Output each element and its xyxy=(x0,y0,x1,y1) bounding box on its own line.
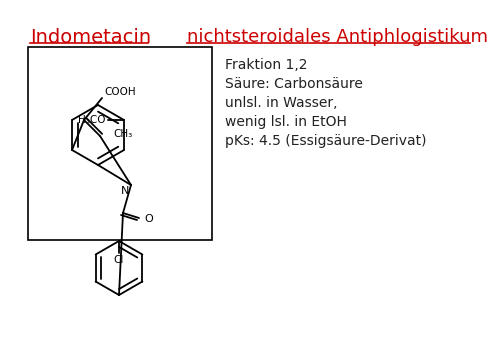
Text: nichtsteroidales Antiphlogistikum: nichtsteroidales Antiphlogistikum xyxy=(187,28,488,46)
Bar xyxy=(28,47,212,240)
Text: pKs: 4.5 (Essigsäure-Derivat): pKs: 4.5 (Essigsäure-Derivat) xyxy=(225,134,426,148)
Text: Fraktion 1,2: Fraktion 1,2 xyxy=(225,58,308,72)
Text: H₃CO: H₃CO xyxy=(78,115,106,125)
Text: O: O xyxy=(144,214,153,224)
Text: Indometacin: Indometacin xyxy=(30,28,151,47)
Text: Cl: Cl xyxy=(114,255,124,265)
Text: Säure: Carbonsäure: Säure: Carbonsäure xyxy=(225,77,363,91)
Text: wenig lsl. in EtOH: wenig lsl. in EtOH xyxy=(225,115,347,129)
Text: COOH: COOH xyxy=(104,87,136,97)
Text: CH₃: CH₃ xyxy=(113,129,132,139)
Text: N: N xyxy=(120,186,129,196)
Text: unlsl. in Wasser,: unlsl. in Wasser, xyxy=(225,96,338,110)
